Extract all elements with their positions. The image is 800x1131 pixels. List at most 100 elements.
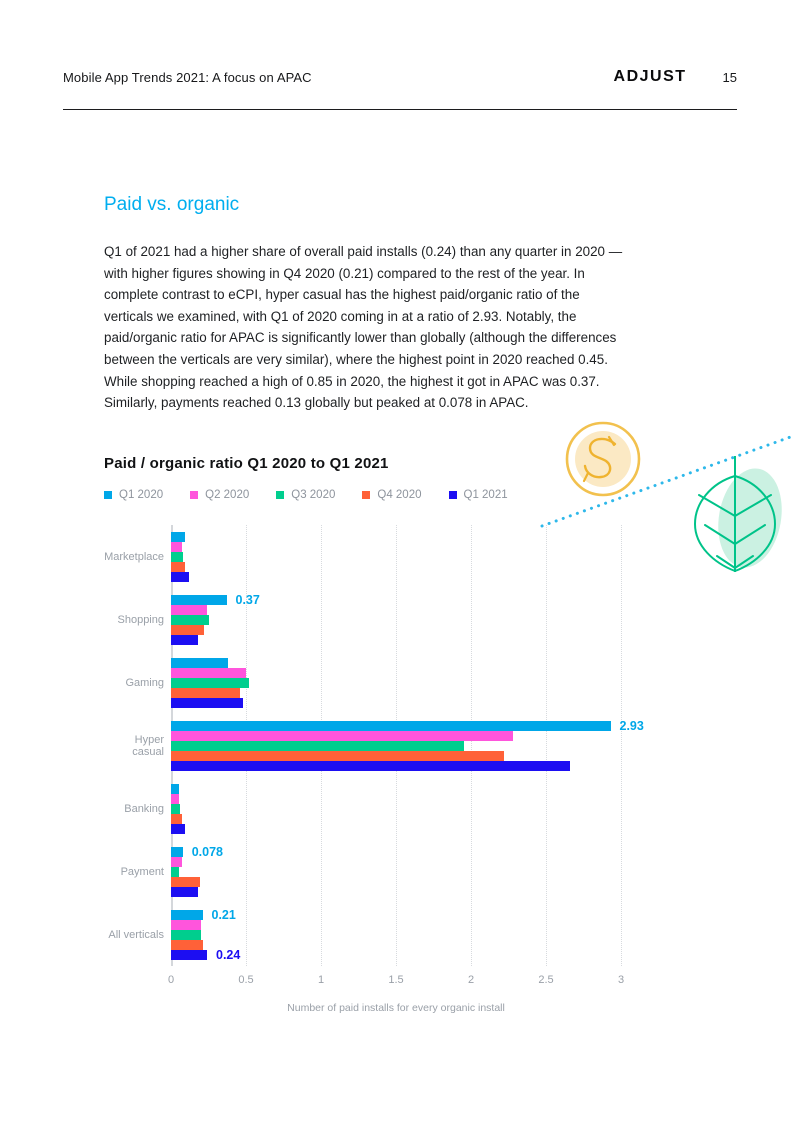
legend-item: Q1 2020: [104, 489, 163, 501]
chart-bar: [171, 697, 243, 708]
x-tick-label: 0.5: [238, 974, 254, 986]
x-axis-label: Number of paid installs for every organi…: [287, 1002, 505, 1014]
bar-value-label: 0.24: [216, 947, 241, 962]
category-label: Gaming: [125, 676, 164, 689]
bar-value-label: 0.37: [235, 592, 260, 607]
page-number: 15: [722, 69, 737, 85]
chart-bar: [171, 740, 464, 751]
chart-bar: [171, 783, 179, 794]
dollar-coin-icon: [565, 421, 641, 497]
chart-bar: [171, 856, 182, 867]
chart-row: Gaming: [104, 651, 724, 714]
bar-value-label: 0.078: [191, 844, 223, 859]
chart-bar: [171, 634, 198, 645]
legend-label: Q1 2020: [119, 489, 164, 501]
chart-bar: [171, 687, 240, 698]
x-tick-label: 3: [617, 974, 625, 986]
chart-bar: [171, 929, 201, 940]
chart-bar: [171, 813, 182, 824]
category-label: All verticals: [108, 928, 164, 941]
bar-group: [171, 531, 721, 582]
chart-bar: [171, 561, 185, 572]
chart-row: Shopping 0.37: [104, 588, 724, 651]
chart-legend: Q1 2020 Q2 2020 Q3 2020 Q4 2020 Q1 2021: [104, 489, 508, 501]
bar-group: [171, 657, 721, 708]
x-axis: 0 0.5 1 1.5 2 2.5 3: [104, 970, 724, 994]
chart-plot-area: Marketplace Shopping 0.37 Gaming Hyper casua…: [104, 525, 724, 966]
chart-bar: [171, 730, 513, 741]
bar-group: 0.078: [171, 844, 721, 897]
chart-bar: [171, 614, 209, 625]
dotted-line-icon: [540, 433, 798, 528]
decorative-illustration: [540, 421, 798, 572]
category-label: Banking: [124, 802, 164, 815]
chart-bar: [171, 594, 227, 605]
chart-bar: [171, 876, 200, 887]
legend-label: Q1 2021: [463, 489, 508, 501]
chart-bar: [171, 866, 179, 877]
chart-bar: [171, 657, 228, 668]
category-label: Payment: [120, 865, 164, 878]
legend-label: Q2 2020: [205, 489, 250, 501]
bar-group: [171, 783, 721, 834]
legend-swatch-icon: [448, 491, 457, 499]
legend-label: Q3 2020: [291, 489, 336, 501]
x-tick-label: 2.5: [538, 974, 554, 986]
chart-bar: [171, 720, 611, 731]
legend-swatch-icon: [362, 491, 371, 499]
chart-bar: [171, 939, 203, 950]
legend-swatch-icon: [104, 491, 112, 499]
bar-chart: Marketplace Shopping 0.37 Gaming Hyper casua…: [104, 525, 724, 1014]
bar-value-label: 2.93: [619, 718, 644, 733]
legend-item: Q3 2020: [276, 489, 335, 501]
adjust-logo: ADJUST: [613, 68, 687, 85]
legend-item: Q4 2020: [362, 489, 422, 501]
chart-bar: [171, 949, 207, 960]
page-header: Mobile App Trends 2021: A focus on APAC …: [63, 68, 737, 86]
chart-title: Paid / organic ratio Q1 2020 to Q1 2021: [104, 455, 389, 472]
x-tick-label: 1: [317, 974, 325, 986]
category-label: Shopping: [117, 613, 165, 626]
legend-label: Q4 2020: [377, 489, 422, 501]
legend-swatch-icon: [190, 491, 199, 499]
chart-row: All verticals 0.21 0.24: [104, 903, 724, 966]
chart-row: Hyper casual 2.93: [104, 714, 724, 777]
chart-bar: [171, 919, 201, 930]
chart-bar: [171, 531, 185, 542]
category-label: Marketplace: [104, 550, 164, 563]
body-paragraph: Q1 of 2021 had a higher share of overall…: [104, 244, 623, 411]
category-label: Hyper casual: [132, 733, 164, 758]
leaf-icon: [694, 456, 782, 572]
chart-bar: [171, 886, 198, 897]
bar-value-label: 0.21: [211, 907, 236, 922]
chart-bar: [171, 677, 249, 688]
chart-bar: [171, 541, 182, 552]
chart-row: Payment 0.078: [104, 840, 724, 903]
chart-row: Marketplace: [104, 525, 724, 588]
header-divider: [63, 109, 737, 110]
chart-bar: [171, 823, 185, 834]
chart-bar: [171, 793, 179, 804]
bar-group: 0.21 0.24: [171, 907, 721, 962]
chart-bar: [171, 624, 204, 635]
bar-group: 2.93: [171, 718, 721, 771]
chart-bar: [171, 551, 183, 562]
chart-bar: [171, 846, 183, 857]
chart-row: Banking: [104, 777, 724, 840]
legend-item: Q2 2020: [190, 489, 249, 501]
chart-bar: [171, 803, 180, 814]
x-tick-label: 0: [167, 974, 175, 986]
x-tick-label: 2: [467, 974, 475, 986]
chart-bar: [171, 760, 570, 771]
bar-group: 0.37: [171, 592, 721, 645]
chart-bar: [171, 571, 189, 582]
chart-bar: [171, 667, 246, 678]
chart-bar: [171, 909, 203, 920]
legend-item: Q1 2021: [448, 489, 508, 501]
section-title: Paid vs. organic: [104, 194, 240, 215]
legend-swatch-icon: [276, 491, 285, 499]
chart-bar: [171, 604, 207, 615]
x-tick-label: 1.5: [388, 974, 404, 986]
chart-bar: [171, 750, 504, 761]
